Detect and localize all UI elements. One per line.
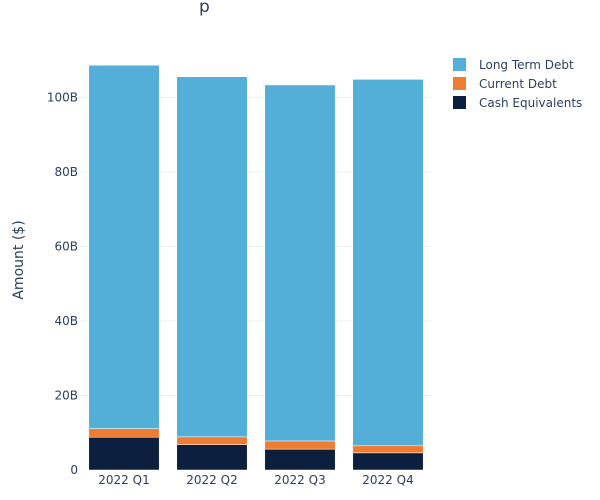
y-tick-label: 60B (54, 239, 78, 253)
x-tick-label: 2022 Q2 (186, 473, 237, 487)
bar-segment-long-term-debt[interactable] (176, 76, 248, 438)
bar-segment-cash-equivalents[interactable] (264, 448, 336, 471)
bar-segment-current-debt[interactable] (88, 428, 160, 438)
legend-swatch (453, 58, 466, 71)
legend-label: Cash Equivalents (479, 96, 582, 110)
y-tick-label: 40B (54, 314, 78, 328)
legend-item-cash-equivalents[interactable]: Cash Equivalents (453, 96, 582, 110)
legend-label: Long Term Debt (479, 58, 574, 72)
legend-item-long-term-debt[interactable]: Long Term Debt (453, 58, 574, 72)
legend-item-current-debt[interactable]: Current Debt (453, 77, 557, 91)
bar-segment-current-debt[interactable] (176, 436, 248, 445)
y-tick-label: 80B (54, 165, 78, 179)
bar-segment-long-term-debt[interactable] (264, 84, 336, 442)
chart-title-fragment: p (199, 0, 210, 17)
bar-segment-cash-equivalents[interactable] (176, 444, 248, 471)
bar-segment-current-debt[interactable] (352, 445, 424, 454)
y-tick-label: 20B (54, 388, 78, 402)
legend-swatch (453, 77, 466, 90)
legend-label: Current Debt (479, 77, 557, 91)
y-axis-ticks: 0 20B 40B 60B 80B 100B (47, 90, 78, 477)
x-tick-label: 2022 Q3 (274, 473, 325, 487)
y-axis-title: Amount ($) (11, 220, 27, 299)
y-tick-label: 100B (47, 90, 78, 104)
legend[interactable]: Long Term Debt Current Debt Cash Equivalen… (453, 58, 582, 110)
bar-segment-long-term-debt[interactable] (88, 64, 160, 429)
legend-swatch (453, 96, 466, 109)
bars (88, 64, 424, 471)
bar-segment-cash-equivalents[interactable] (88, 436, 160, 471)
x-tick-label: 2022 Q1 (98, 473, 149, 487)
x-axis-ticks: 2022 Q1 2022 Q2 2022 Q3 2022 Q4 (98, 473, 413, 487)
bar-segment-cash-equivalents[interactable] (352, 452, 424, 471)
bar-segment-current-debt[interactable] (264, 440, 336, 450)
x-tick-label: 2022 Q4 (362, 473, 413, 487)
y-tick-label: 0 (70, 463, 78, 477)
bar-segment-long-term-debt[interactable] (352, 79, 424, 447)
